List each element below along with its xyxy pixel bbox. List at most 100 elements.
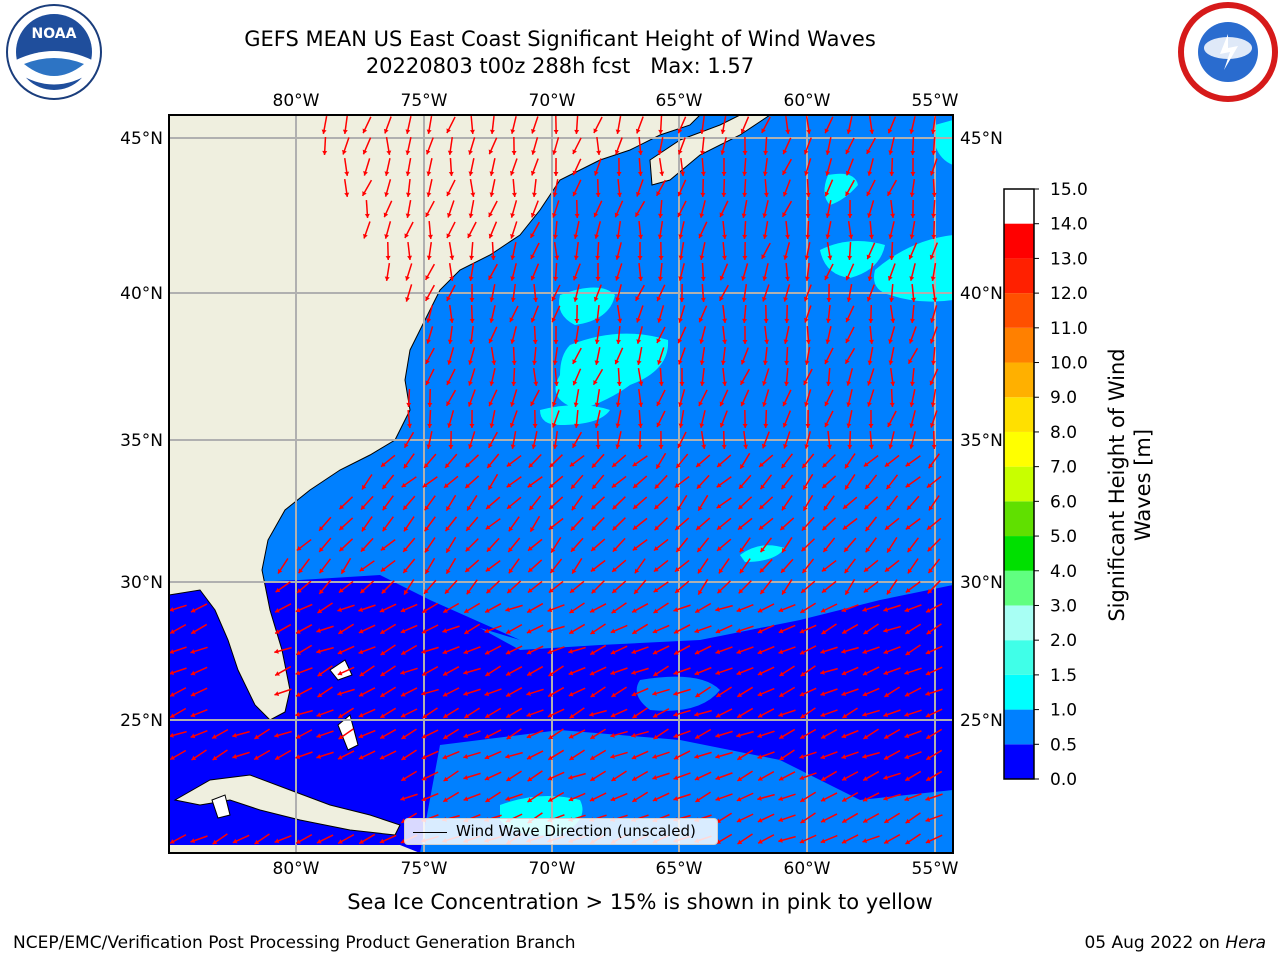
colorbar-bin [1004,431,1034,467]
wave-arrow-head [610,649,616,655]
wave-arrow-head [485,671,491,676]
wave-arrow-head [446,569,451,574]
wave-arrow-head [785,129,791,134]
wave-arrow-head [359,671,365,677]
wave-arrow-head [737,839,743,844]
wave-arrow-head [905,629,911,634]
wave-arrow-head [507,504,512,509]
wave-arrow-head [889,171,895,176]
wave-arrow-head [552,360,558,365]
wave-arrow-head [841,754,847,759]
wave-arrow-head [405,276,410,281]
wave-arrow-head [677,359,683,365]
wave-arrow-head [339,504,345,510]
wave-arrow-head [883,607,889,612]
wave-arrow-head [617,192,622,197]
wave-arrow-head [446,401,451,406]
wave-arrow-head [595,444,601,449]
wave-arrow-head [694,754,699,759]
wave-arrow-head [844,547,849,552]
wave-arrow-head [526,649,532,655]
wave-arrow-head [653,713,658,718]
colorbar-tick-label: 8.0 [1050,423,1077,443]
wave-arrow-head [574,129,580,134]
wave-arrow-head [443,776,449,782]
wave-arrow-head [421,733,427,739]
wave-arrow-head [379,607,385,613]
wave-arrow-head [652,796,658,802]
colorbar-tick-label: 1.0 [1050,701,1077,721]
wave-arrow-head [611,483,617,488]
wave-arrow-head [468,150,473,155]
lon-label-bottom: 80°W [273,859,320,879]
wave-arrow-head [615,255,621,260]
wave-arrow-head [759,504,765,510]
wave-arrow-head [868,234,874,239]
wave-arrow-head [530,233,535,238]
wave-arrow-head [784,318,790,323]
wave-arrow-head [589,670,595,676]
wave-arrow-head [719,401,725,407]
wave-arrow-head [632,713,638,718]
wave-arrow-head [820,754,826,760]
wave-arrow-head [841,607,847,613]
wave-arrow-head [362,233,368,239]
wave-arrow-head [825,339,831,344]
wave-arrow-head [530,401,535,406]
wave-arrow-head [548,797,553,802]
wave-arrow-head [762,402,767,407]
wave-arrow-head [295,711,300,717]
wave-arrow-head [673,755,679,760]
wave-arrow-head [698,317,704,323]
wave-arrow-head [511,192,517,197]
wave-arrow-head [316,648,321,654]
wave-arrow-head [426,318,432,323]
wave-arrow-head [715,628,721,634]
wave-arrow-head [446,380,452,386]
wave-arrow-head [552,150,558,155]
wave-arrow-head [169,732,174,738]
wave-arrow-head [846,402,852,407]
wave-arrow-head [467,401,473,407]
wave-arrow-head [841,691,847,697]
wave-arrow-head [632,525,638,530]
wave-arrow-head [805,192,811,197]
wave-arrow-head [905,650,911,656]
wave-arrow-head [442,754,448,760]
colorbar-tick-label: 13.0 [1050,249,1088,269]
wave-arrow-head [548,588,554,593]
wave-arrow-head [488,338,494,344]
wave-arrow-head [909,192,915,197]
wave-arrow-head [907,505,912,510]
colorbar-tick-label: 7.0 [1050,458,1077,478]
wave-arrow-head [572,568,577,574]
wave-arrow-head [886,484,891,490]
wave-arrow-head [863,818,868,823]
wave-arrow-head [526,691,531,696]
lat-label-left: 45°N [120,129,163,149]
wave-arrow-head [469,297,475,302]
wave-arrow-head [379,838,385,844]
wave-arrow-head [530,170,536,176]
wave-arrow-head [694,628,700,634]
wave-arrow-head [489,192,495,197]
wave-arrow-head [824,191,830,197]
wave-arrow-head [527,797,533,802]
wave-arrow-head [573,234,579,239]
wave-arrow-head [386,150,392,155]
wave-arrow-head [422,713,428,718]
wave-arrow-head [888,339,894,344]
wave-arrow-head [447,339,453,344]
wave-arrow-head [843,504,848,509]
wave-arrow-head [904,607,910,613]
wave-arrow-head [805,234,811,239]
wave-arrow-head [449,318,455,323]
wave-arrow-head [657,276,663,281]
wave-arrow-head [447,150,453,155]
wave-arrow-head [826,381,832,386]
wave-arrow-head [742,255,748,260]
wave-arrow-head [930,402,936,407]
wave-arrow-head [568,670,574,676]
wave-arrow-head [674,483,680,488]
wave-arrow-head [531,192,537,197]
